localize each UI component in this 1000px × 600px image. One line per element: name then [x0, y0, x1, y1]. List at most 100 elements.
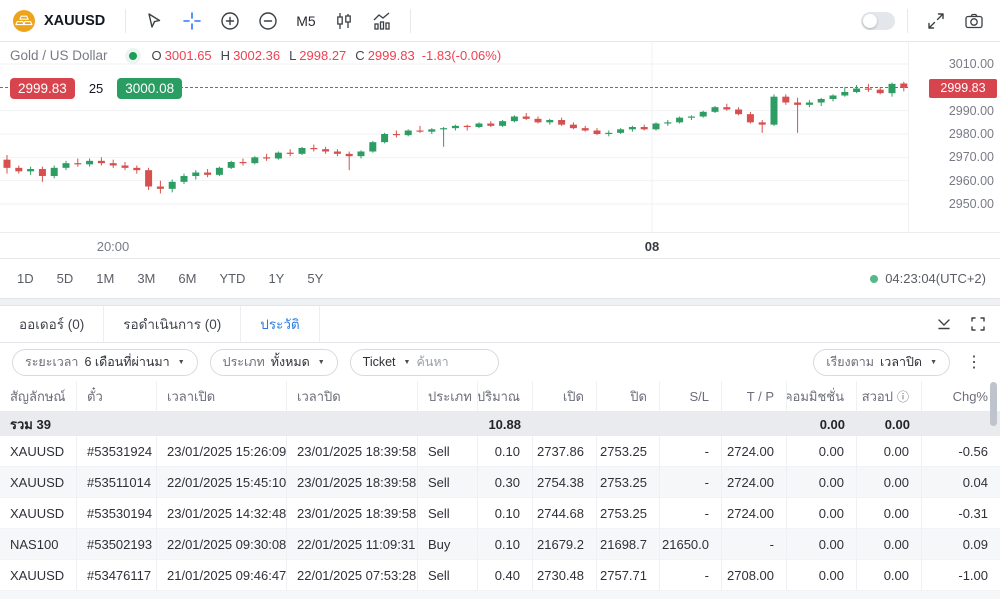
sort-dropdown[interactable]: เรียงตาม เวลาปิด ▼ — [813, 348, 950, 376]
cell — [418, 412, 478, 436]
column-header: T / P — [722, 381, 787, 411]
cell: 0.00 — [819, 416, 845, 432]
cell: 21/01/2025 09:46:47 — [157, 560, 287, 591]
cell: 2724.00 — [722, 498, 787, 529]
chart-title: Gold / US Dollar — [10, 48, 108, 63]
cell: NAS100 — [0, 529, 77, 560]
range-button-5d[interactable]: 5D — [50, 267, 81, 290]
search-input[interactable] — [416, 355, 487, 369]
cell: 0.00 — [857, 529, 922, 560]
theme-toggle[interactable] — [861, 11, 895, 30]
cell: - — [660, 498, 722, 529]
ticket-search-pill[interactable]: Ticket ▼ — [349, 348, 500, 376]
cell: - — [660, 467, 722, 498]
crosshair-tool-button[interactable] — [176, 5, 208, 37]
collapse-panel-icon[interactable] — [936, 316, 952, 332]
candlestick-chart[interactable] — [0, 42, 908, 232]
cell: 0.09 — [922, 529, 1000, 560]
period-filter-dropdown[interactable]: ระยะเวลา 6 เดือนที่ผ่านมา ▼ — [12, 348, 198, 376]
range-button-5y[interactable]: 5Y — [300, 267, 330, 290]
price-tick: 2980.00 — [948, 127, 994, 141]
cell: 2753.25 — [597, 467, 660, 498]
bid-ask-row: 2999.83 25 3000.08 — [10, 78, 183, 99]
panel-tab-0[interactable]: ออเดอร์ (0) — [0, 306, 105, 342]
table-row[interactable]: XAUUSD #53531924 23/01/2025 15:26:09 23/01/… — [0, 436, 1000, 467]
cell: 22/01/2025 09:30:08 — [157, 529, 287, 560]
divider — [907, 8, 908, 33]
fullscreen-chart-button[interactable] — [920, 5, 952, 37]
time-tick: 08 — [644, 239, 660, 254]
time-axis[interactable]: 20:00 08 — [0, 232, 1000, 258]
panel-tabbar: ออเดอร์ (0) รอดำเนินการ (0) ประวัติ — [0, 306, 1000, 343]
table-scrollbar[interactable] — [990, 382, 997, 426]
cell: 0.00 — [857, 560, 922, 591]
cell: Buy — [418, 529, 478, 560]
cell: 0.00 — [857, 436, 922, 467]
screenshot-camera-button[interactable] — [958, 5, 990, 37]
time-tick: 20:00 — [96, 239, 130, 254]
price-tick: 2990.00 — [948, 103, 994, 118]
expand-panel-icon[interactable] — [970, 316, 986, 332]
cell: #53511014 — [77, 467, 157, 498]
table-row[interactable]: XAUUSD #53530194 23/01/2025 14:32:48 23/01/… — [0, 498, 1000, 529]
period-filter-label: ระยะเวลา — [25, 355, 79, 369]
panel-tab-1[interactable]: รอดำเนินการ (0) — [104, 306, 242, 342]
indicators-button[interactable] — [366, 5, 398, 37]
table-row[interactable]: NAS100 #53502193 22/01/2025 09:30:08 22/01/… — [0, 529, 1000, 560]
more-options-kebab-icon[interactable]: ⋮ — [960, 350, 988, 374]
cell: 21698.7 — [597, 529, 660, 560]
cursor-tool-button[interactable] — [138, 5, 170, 37]
chart-section: Gold / US Dollar O 3001.65 H 3002.36 L 2998.2… — [0, 42, 1000, 298]
spread-value: 25 — [74, 81, 118, 96]
cell: 0.00 — [857, 498, 922, 529]
cell: 2753.25 — [597, 498, 660, 529]
cell: 21650.0 — [660, 529, 722, 560]
panel-tab-2[interactable]: ประวัติ — [241, 306, 320, 342]
symbol-selector[interactable]: XAUUSD — [8, 6, 113, 36]
range-button-1y[interactable]: 1Y — [261, 267, 291, 290]
swap-info-icon[interactable]: ⓘ — [896, 389, 909, 404]
chart-type-candles-button[interactable] — [328, 5, 360, 37]
range-button-6m[interactable]: 6M — [171, 267, 203, 290]
range-button-1d[interactable]: 1D — [10, 267, 41, 290]
cell: 0.04 — [922, 467, 1000, 498]
type-filter-dropdown[interactable]: ประเภท ทั้งหมด ▼ — [209, 348, 338, 376]
cell: XAUUSD — [0, 467, 77, 498]
symbol-label: XAUUSD — [44, 12, 106, 29]
cell: #53502193 — [77, 529, 157, 560]
column-header: ปิด — [597, 381, 660, 411]
cell: 2744.68 — [533, 498, 597, 529]
cell: 2737.86 — [533, 436, 597, 467]
cell: - — [660, 560, 722, 591]
range-selector-row: 1D 5D 1M 3M 6M YTD 1Y 5Y 04:23:04(UTC+2) — [0, 258, 1000, 298]
cell: 2757.71 — [597, 560, 660, 591]
clock-text: 04:23:04(UTC+2) — [885, 271, 986, 286]
ask-price-badge[interactable]: 3000.08 — [117, 78, 183, 99]
divider — [409, 8, 411, 33]
range-button-1m[interactable]: 1M — [89, 267, 121, 290]
cell — [722, 412, 787, 436]
zoom-in-button[interactable] — [214, 5, 246, 37]
chevron-down-icon: ▼ — [317, 358, 325, 366]
table-row[interactable]: XAUUSD #53511014 22/01/2025 15:45:10 23/01/… — [0, 467, 1000, 498]
ohlc-value: L 2998.27 — [289, 48, 347, 63]
cell: 23/01/2025 14:32:48 — [157, 498, 287, 529]
timeframe-button[interactable]: M5 — [290, 5, 321, 37]
range-button-3m[interactable]: 3M — [130, 267, 162, 290]
range-button-ytd[interactable]: YTD — [212, 267, 252, 290]
cell — [597, 412, 660, 436]
history-table: สัญลักษณ์ ตั๋ว เวลาเปิด เวลาปิด ประเภท ปริมาณ… — [0, 381, 1000, 599]
chevron-down-icon: ▼ — [177, 358, 185, 366]
market-status-dot — [128, 51, 137, 60]
zoom-out-button[interactable] — [252, 5, 284, 37]
bid-price-badge[interactable]: 2999.83 — [10, 78, 75, 99]
table-row[interactable]: XAUUSD #53476117 21/01/2025 09:46:47 22/01/… — [0, 560, 1000, 591]
cell: 0.00 — [787, 436, 857, 467]
cell: 0.10 — [478, 436, 533, 467]
top-toolbar: XAUUSD — [0, 0, 1000, 42]
sort-label: เรียงตาม — [826, 355, 875, 369]
column-header: สวอป ⓘ — [857, 381, 922, 411]
cell: 10.88 — [488, 416, 521, 432]
column-header: เวลาปิด — [287, 381, 418, 411]
price-axis[interactable]: 3010.00 2990.00 2980.00 2970.00 2960.00 2950.… — [908, 42, 1000, 232]
